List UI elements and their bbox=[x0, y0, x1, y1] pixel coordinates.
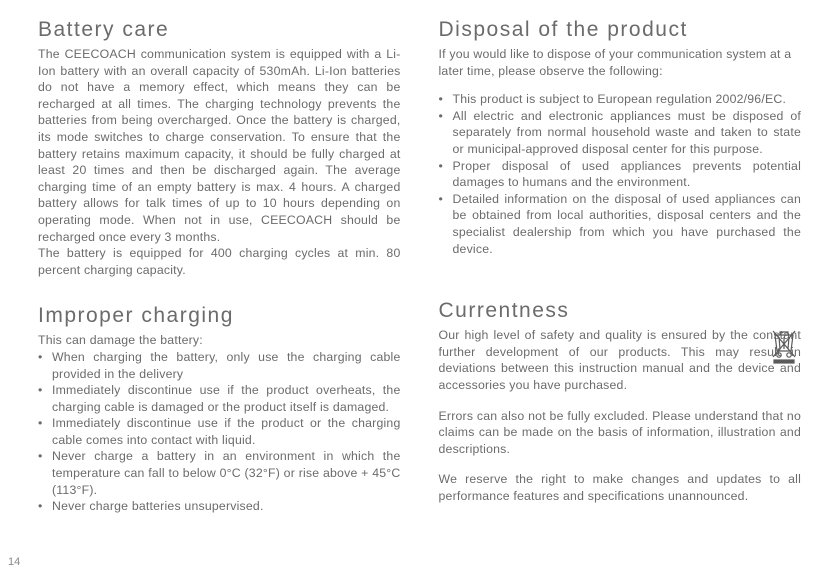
page-number: 14 bbox=[8, 556, 20, 568]
list-item: Immediately discontinue use if the produ… bbox=[38, 382, 401, 415]
section-currentness: Currentness Our high level of safety and… bbox=[439, 299, 802, 504]
bullet-list: When charging the battery, only use the … bbox=[38, 349, 401, 515]
heading-currentness: Currentness bbox=[439, 299, 802, 323]
intro-text: This can damage the battery: bbox=[38, 332, 401, 349]
right-column: Disposal of the product If you would lik… bbox=[439, 18, 802, 541]
list-item: Detailed information on the disposal of … bbox=[439, 191, 802, 257]
bullet-list: This product is subject to European regu… bbox=[439, 91, 802, 257]
weee-icon bbox=[769, 327, 799, 370]
page-columns: Battery care The CEECOACH communication … bbox=[38, 18, 801, 541]
heading-disposal: Disposal of the product bbox=[439, 18, 802, 42]
list-item: Proper disposal of used appliances preve… bbox=[439, 158, 802, 191]
body-text: We reserve the right to make changes and… bbox=[439, 471, 802, 504]
section-improper-charging: Improper charging This can damage the ba… bbox=[38, 304, 401, 515]
left-column: Battery care The CEECOACH communication … bbox=[38, 18, 401, 541]
heading-improper-charging: Improper charging bbox=[38, 304, 401, 328]
list-item: When charging the battery, only use the … bbox=[38, 349, 401, 382]
section-battery-care: Battery care The CEECOACH communication … bbox=[38, 18, 401, 278]
list-item: Immediately discontinue use if the produ… bbox=[38, 415, 401, 448]
list-item: All electric and electronic appliances m… bbox=[439, 108, 802, 158]
section-disposal: Disposal of the product If you would lik… bbox=[439, 18, 802, 257]
list-item: Never charge batteries unsupervised. bbox=[38, 498, 401, 515]
list-item: This product is subject to European regu… bbox=[439, 91, 802, 108]
body-text: Our high level of safety and quality is … bbox=[439, 327, 802, 393]
body-text: Errors can also not be fully excluded. P… bbox=[439, 408, 802, 458]
body-text: The CEECOACH communication system is equ… bbox=[38, 46, 401, 245]
body-text: The battery is equipped for 400 charging… bbox=[38, 245, 401, 278]
intro-text: If you would like to dispose of your com… bbox=[439, 46, 802, 79]
heading-battery-care: Battery care bbox=[38, 18, 401, 42]
list-item: Never charge a battery in an environment… bbox=[38, 448, 401, 498]
